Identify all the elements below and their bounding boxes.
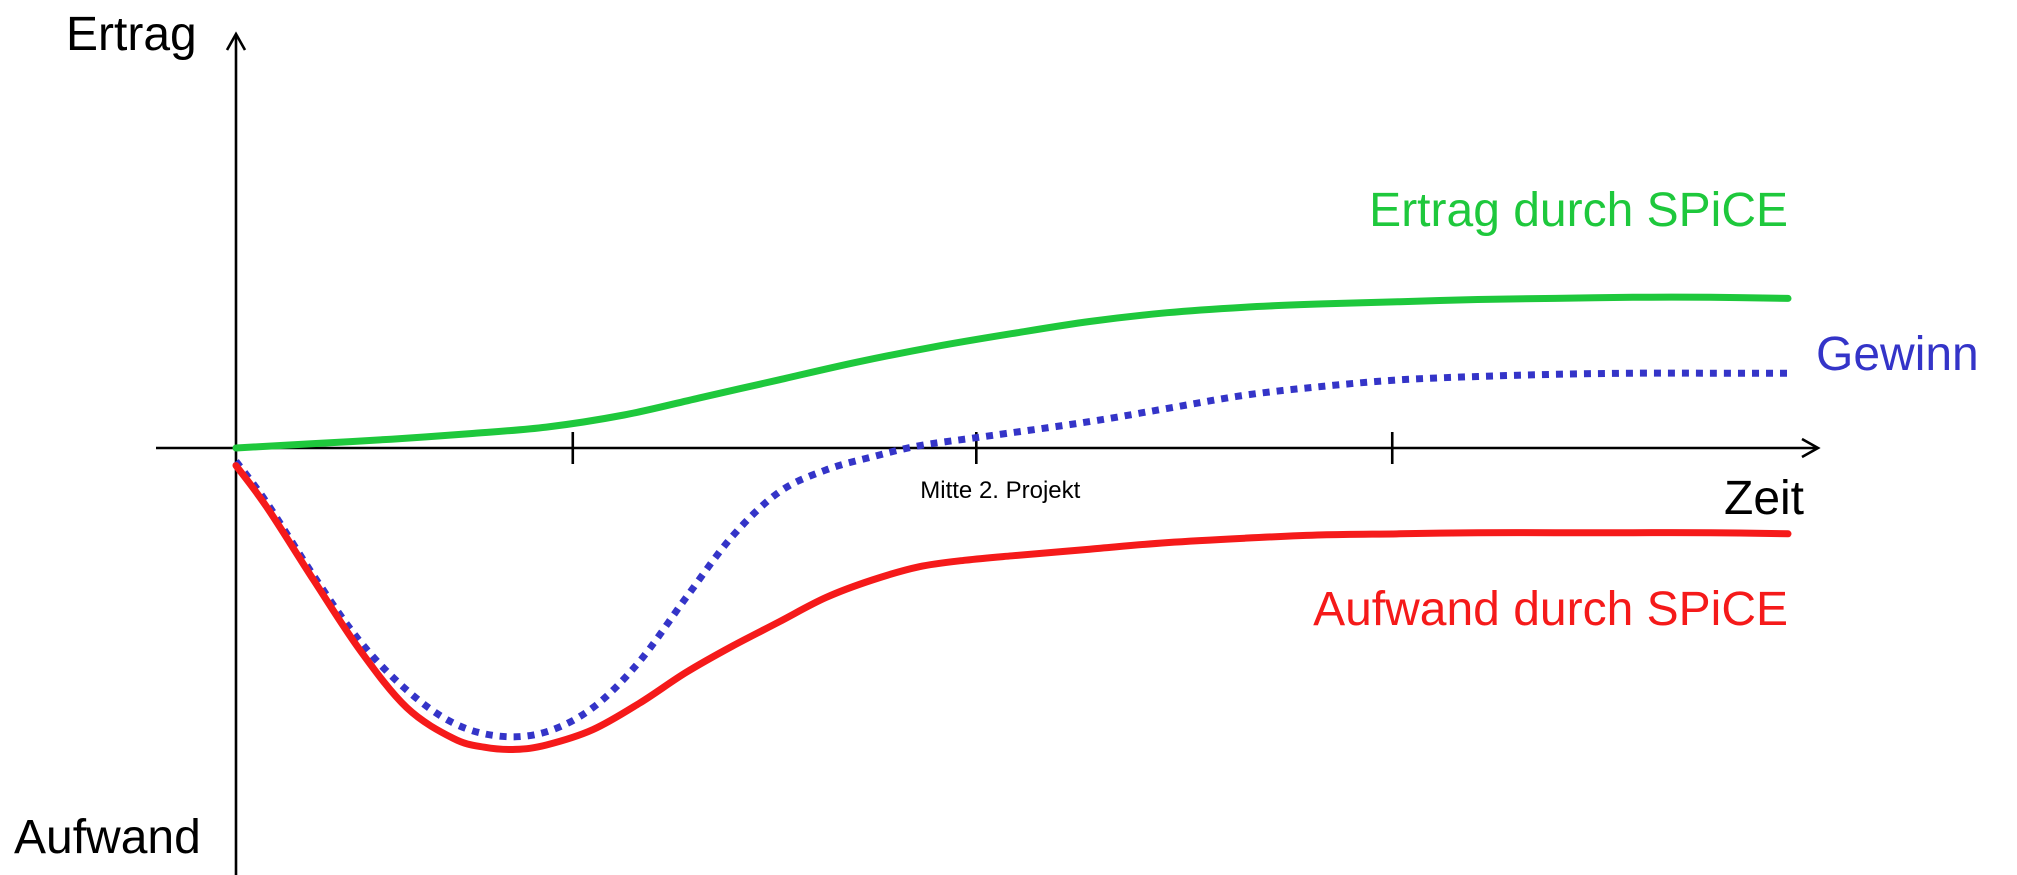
y-axis-arrow: [225, 31, 247, 51]
series-label-aufwand: Aufwand durch SPiCE: [1313, 583, 1788, 636]
x-axis-label: Zeit: [1724, 472, 1804, 525]
series-line-aufwand: [232, 462, 1792, 753]
ticks: Mitte 2. Projekt: [571, 432, 1394, 504]
x-axis-arrow: [1801, 437, 1821, 459]
y-axis-label-top: Ertrag: [66, 8, 197, 61]
series-line-gewinn: [233, 369, 1788, 741]
series-label-gewinn: Gewinn: [1816, 328, 1979, 381]
x-tick-label-1: Mitte 2. Projekt: [920, 477, 1080, 504]
y-axis-label-bottom: Aufwand: [14, 811, 201, 864]
series-label-ertrag: Ertrag durch SPiCE: [1369, 184, 1788, 237]
series-lines: [232, 293, 1792, 753]
series-line-ertrag: [232, 293, 1792, 452]
